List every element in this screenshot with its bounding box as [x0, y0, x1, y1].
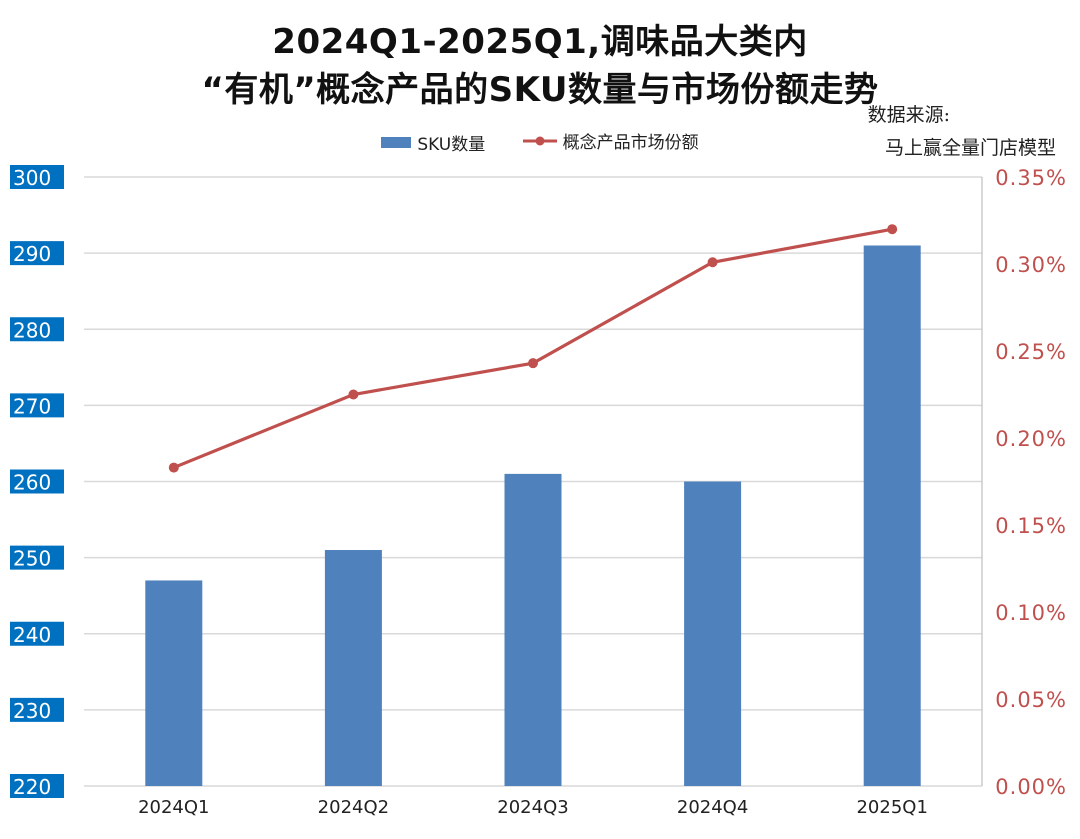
y-left-tick-label: 250	[13, 547, 51, 571]
y-left-tick-label: 220	[13, 775, 51, 799]
legend-item-bar: SKU数量	[381, 130, 485, 155]
legend-bar-swatch	[381, 136, 412, 148]
y-right-tick-label: 0.35%	[995, 166, 1067, 190]
legend: SKU数量 概念产品市场份额	[0, 128, 1080, 155]
y-left-tick-bg	[10, 774, 64, 798]
share-point-2024Q1	[168, 462, 179, 473]
share-point-2024Q2	[348, 389, 359, 400]
legend-bar-label: SKU数量	[417, 134, 486, 155]
y-left-tick-label: 240	[13, 623, 51, 647]
y-left-tick-bg	[10, 621, 64, 646]
share-point-2024Q3	[528, 358, 538, 369]
legend-line-swatch	[522, 136, 557, 145]
x-tick-label: 2025Q1	[856, 797, 927, 818]
bar-2025Q1	[863, 245, 921, 786]
y-left-tick-bg	[10, 317, 64, 342]
bar-2024Q3	[504, 473, 562, 786]
bar-2024Q4	[684, 481, 742, 786]
y-left-tick-bg	[10, 165, 64, 189]
share-line	[173, 227, 893, 470]
x-tick-label: 2024Q2	[318, 797, 389, 818]
y-left-tick-bg	[10, 469, 64, 494]
y-left-tick-label: 300	[13, 166, 51, 190]
share-point-2025Q1	[887, 224, 898, 235]
y-right-tick-label: 0.05%	[995, 688, 1067, 712]
source-name: 马上赢全量门店模型	[884, 137, 1056, 159]
y-right-tick-label: 0.10%	[995, 601, 1067, 625]
y-right-tick-label: 0.30%	[995, 253, 1067, 277]
y-left-tick-label: 290	[13, 242, 51, 266]
source-label: 数据来源:	[867, 104, 950, 126]
y-left-tick-label: 260	[13, 471, 51, 495]
y-left-tick-bg	[10, 393, 64, 418]
chart-title-line1: 2024Q1-2025Q1,调味品大类内	[272, 22, 808, 62]
y-right-tick-label: 0.15%	[995, 514, 1067, 538]
legend-item-line: 概念产品市场份额	[522, 128, 699, 153]
y-right-tick-label: 0.00%	[995, 775, 1067, 799]
bar-2024Q2	[324, 550, 382, 786]
y-left-tick-bg	[10, 697, 64, 722]
x-tick-label: 2024Q1	[138, 797, 209, 818]
share-point-2024Q4	[707, 257, 718, 268]
y-left-tick-label: 280	[13, 318, 51, 342]
bar-2024Q1	[145, 580, 203, 786]
x-tick-label: 2024Q3	[497, 797, 568, 818]
legend-line-label: 概念产品市场份额	[562, 133, 699, 153]
chart-title-line2: “有机”概念产品的SKU数量与市场份额走势	[201, 70, 879, 110]
y-right-tick-label: 0.20%	[995, 427, 1067, 451]
y-left-tick-label: 270	[13, 394, 51, 418]
x-tick-label: 2024Q4	[677, 797, 748, 818]
y-left-tick-bg	[10, 545, 64, 570]
y-right-tick-label: 0.25%	[995, 340, 1067, 364]
y-left-tick-bg	[10, 241, 64, 266]
y-left-tick-label: 230	[13, 699, 51, 723]
